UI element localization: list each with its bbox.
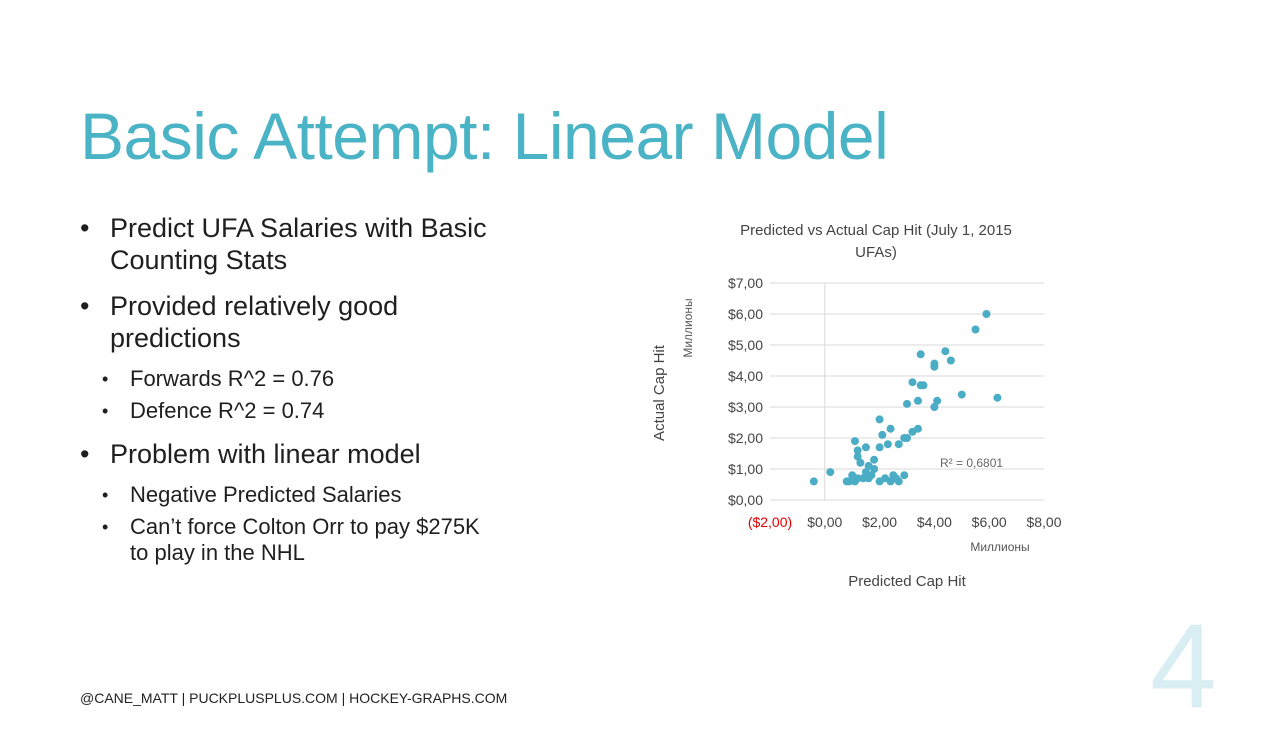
x-axis-label: Predicted Cap Hit — [848, 573, 966, 590]
data-point — [993, 393, 1002, 402]
bullet-3: Problem with linear model — [80, 438, 500, 470]
bullet-2: Provided relatively good predictions — [80, 290, 500, 354]
r-squared-annotation: R² = 0,6801 — [940, 456, 1003, 470]
bullet-group-2: Provided relatively good predictions For… — [80, 290, 500, 424]
data-point — [894, 477, 903, 486]
bullet-group-1: Predict UFA Salaries with Basic Counting… — [80, 212, 500, 276]
data-point — [853, 446, 862, 455]
data-point — [971, 325, 980, 334]
data-point — [809, 477, 818, 486]
data-point — [875, 443, 884, 452]
data-point — [908, 378, 917, 387]
y-tick-label: $6,00 — [728, 306, 763, 322]
sub-bullet-colton-orr: Can’t force Colton Orr to pay $275K to p… — [80, 514, 500, 566]
data-point — [913, 424, 922, 433]
data-point — [850, 437, 859, 446]
slide-title: Basic Attempt: Linear Model — [80, 99, 889, 173]
gridlines — [770, 282, 1044, 501]
sub-bullet-forwards: Forwards R^2 = 0.76 — [80, 366, 500, 392]
x-unit-label: Миллионы — [970, 540, 1029, 554]
data-point — [864, 461, 873, 470]
data-point — [919, 381, 928, 390]
chart-title-line-1: Predicted vs Actual Cap Hit (July 1, 201… — [740, 222, 1012, 239]
data-point — [946, 356, 955, 365]
bullet-group-3: Problem with linear model Negative Predi… — [80, 438, 500, 566]
y-tick-label: $4,00 — [728, 368, 763, 384]
y-tick-label: $1,00 — [728, 461, 763, 477]
data-point — [875, 415, 884, 424]
y-tick-label: $2,00 — [728, 430, 763, 446]
footer-credits: @CANE_MATT | PUCKPLUSPLUS.COM | HOCKEY-G… — [80, 690, 508, 706]
data-point — [900, 434, 909, 442]
data-point — [859, 474, 868, 483]
y-tick-label: $3,00 — [728, 399, 763, 415]
bullet-1: Predict UFA Salaries with Basic Counting… — [80, 212, 500, 276]
x-tick-label: $2,00 — [862, 514, 897, 530]
data-point — [933, 396, 942, 405]
data-point — [842, 477, 851, 486]
x-tick-labels: ($2,00) $0,00 $2,00 $4,00 $6,00 $8,00 — [748, 514, 1062, 530]
data-point — [900, 471, 909, 480]
data-point — [878, 430, 887, 439]
data-point — [903, 399, 911, 408]
data-point — [826, 468, 835, 477]
data-point — [916, 350, 925, 359]
y-tick-label: $5,00 — [728, 337, 763, 353]
data-point — [883, 440, 892, 449]
chart-title-line-2: UFAs) — [855, 244, 897, 261]
bullet-list: Predict UFA Salaries with Basic Counting… — [80, 212, 500, 580]
y-unit-label: Миллионы — [681, 298, 695, 357]
data-point — [853, 452, 862, 461]
x-tick-label: $8,00 — [1026, 514, 1061, 530]
data-point — [930, 403, 939, 411]
x-tick-label: $4,00 — [917, 514, 952, 530]
data-point — [886, 424, 895, 433]
x-tick-label: ($2,00) — [748, 514, 792, 530]
data-point — [856, 458, 865, 467]
data-point — [894, 440, 903, 449]
page-number: 4 — [1150, 599, 1217, 733]
data-point — [982, 310, 991, 318]
y-tick-label: $7,00 — [728, 275, 763, 291]
x-tick-label: $0,00 — [807, 514, 842, 530]
y-tick-label: $0,00 — [728, 492, 763, 508]
y-tick-labels: $0,00 $1,00 $2,00 $3,00 $4,00 $5,00 $6,00 $7,00 — [728, 275, 763, 508]
data-point — [861, 443, 870, 452]
data-point — [853, 474, 862, 483]
data-point — [957, 390, 966, 399]
x-tick-label: $6,00 — [972, 514, 1007, 530]
data-point — [870, 455, 879, 464]
data-point — [867, 471, 876, 480]
data-point — [941, 347, 950, 356]
data-point — [930, 359, 939, 368]
sub-bullet-negative: Negative Predicted Salaries — [80, 482, 500, 508]
data-point — [913, 396, 922, 405]
y-axis-label: Actual Cap Hit — [651, 344, 668, 441]
scatter-chart: Predicted vs Actual Cap Hit (July 1, 201… — [651, 222, 1062, 590]
data-points — [809, 310, 1002, 486]
sub-bullet-defence: Defence R^2 = 0.74 — [80, 398, 500, 424]
